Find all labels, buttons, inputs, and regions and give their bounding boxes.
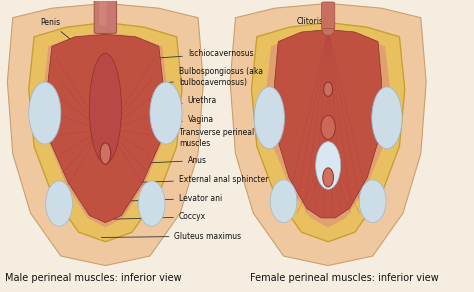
Text: Vagina: Vagina — [142, 115, 214, 125]
Ellipse shape — [316, 142, 341, 189]
Ellipse shape — [100, 143, 111, 164]
Ellipse shape — [372, 87, 402, 149]
Text: Penis: Penis — [40, 18, 74, 43]
Polygon shape — [46, 34, 164, 223]
Text: Ischiocavernosus: Ischiocavernosus — [128, 49, 254, 60]
Ellipse shape — [322, 24, 334, 36]
FancyBboxPatch shape — [99, 0, 106, 25]
Polygon shape — [252, 22, 405, 242]
Polygon shape — [230, 4, 426, 265]
Polygon shape — [29, 22, 182, 242]
Ellipse shape — [89, 53, 121, 163]
Text: Bulbospongiosus (aka
bulbocavernosus): Bulbospongiosus (aka bulbocavernosus) — [121, 67, 263, 88]
Ellipse shape — [324, 82, 333, 96]
Text: External anal sphincter: External anal sphincter — [117, 175, 268, 184]
Ellipse shape — [321, 115, 335, 139]
Ellipse shape — [138, 181, 165, 226]
Text: Levator ani: Levator ani — [108, 194, 222, 203]
Polygon shape — [8, 4, 203, 265]
Ellipse shape — [270, 180, 297, 223]
Polygon shape — [43, 32, 168, 227]
Text: Clitoris: Clitoris — [297, 17, 324, 39]
Text: Transverse perineal
muscles: Transverse perineal muscles — [119, 128, 254, 147]
Ellipse shape — [254, 87, 284, 149]
Ellipse shape — [150, 82, 182, 144]
Text: Gluteus maximus: Gluteus maximus — [101, 232, 242, 241]
Text: Anus: Anus — [121, 156, 207, 165]
Text: Urethra: Urethra — [142, 96, 217, 108]
FancyBboxPatch shape — [94, 0, 117, 34]
Polygon shape — [274, 30, 382, 218]
Text: Female perineal muscles: inferior view: Female perineal muscles: inferior view — [250, 273, 439, 283]
Text: Male perineal muscles: inferior view: Male perineal muscles: inferior view — [5, 273, 182, 283]
Ellipse shape — [359, 180, 386, 223]
Text: Coccyx: Coccyx — [114, 212, 206, 221]
FancyBboxPatch shape — [321, 2, 335, 29]
Polygon shape — [266, 32, 391, 227]
Ellipse shape — [29, 82, 61, 144]
Ellipse shape — [323, 168, 334, 187]
Ellipse shape — [46, 181, 73, 226]
